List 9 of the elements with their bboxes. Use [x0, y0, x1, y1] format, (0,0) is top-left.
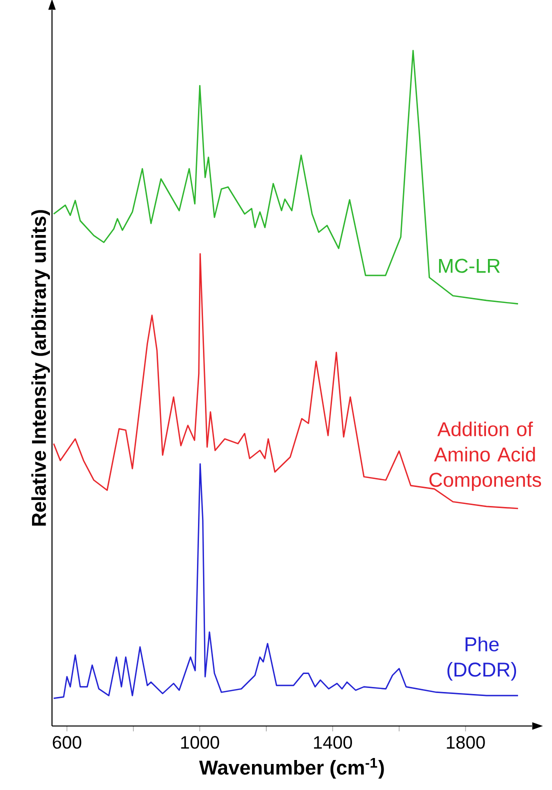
y-axis-title: Relative Intensity (arbitrary units)	[31, 210, 50, 526]
series-label: Addition of Amino Acid Components	[429, 422, 542, 491]
x-tick-label: 600	[52, 736, 82, 749]
series-label: Phe (DCDR)	[447, 636, 516, 681]
x-tick-label: 1000	[181, 736, 220, 749]
x-tick-label: 1800	[446, 736, 485, 749]
x-axis-title: Wavenumber (cm$^{-1}$)	[199, 758, 384, 779]
x-tick-label: 1400	[314, 736, 352, 749]
series-label: MC-LR	[439, 258, 500, 273]
